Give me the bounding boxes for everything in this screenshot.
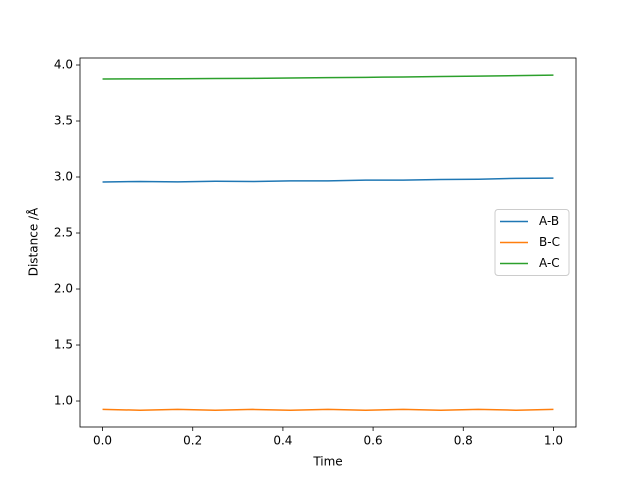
legend-label: A-C bbox=[539, 256, 560, 270]
series-line bbox=[102, 74, 554, 80]
x-tick-label: 0.6 bbox=[364, 434, 383, 448]
x-tick-label: 0.8 bbox=[454, 434, 473, 448]
x-tick-label: 0.4 bbox=[273, 434, 292, 448]
x-tick-label: 0.2 bbox=[183, 434, 202, 448]
y-tick-label: 3.0 bbox=[54, 170, 73, 184]
y-tick-label: 2.5 bbox=[54, 226, 73, 240]
y-axis-label: Distance /Å bbox=[26, 207, 41, 276]
legend-box bbox=[494, 209, 570, 276]
x-tick-label: 0.0 bbox=[93, 434, 112, 448]
y-tick-label: 1.5 bbox=[54, 338, 73, 352]
series-line bbox=[102, 177, 554, 183]
legend-label: B-C bbox=[539, 235, 560, 249]
x-tick-label: 1.0 bbox=[544, 434, 563, 448]
series-line bbox=[102, 408, 554, 411]
x-axis-label: Time bbox=[312, 455, 342, 469]
y-tick-label: 3.5 bbox=[54, 114, 73, 128]
legend-label: A-B bbox=[539, 214, 559, 228]
y-tick-label: 1.0 bbox=[54, 394, 73, 408]
plot-frame bbox=[79, 57, 577, 428]
y-tick-label: 2.0 bbox=[54, 282, 73, 296]
y-tick-label: 4.0 bbox=[54, 58, 73, 72]
